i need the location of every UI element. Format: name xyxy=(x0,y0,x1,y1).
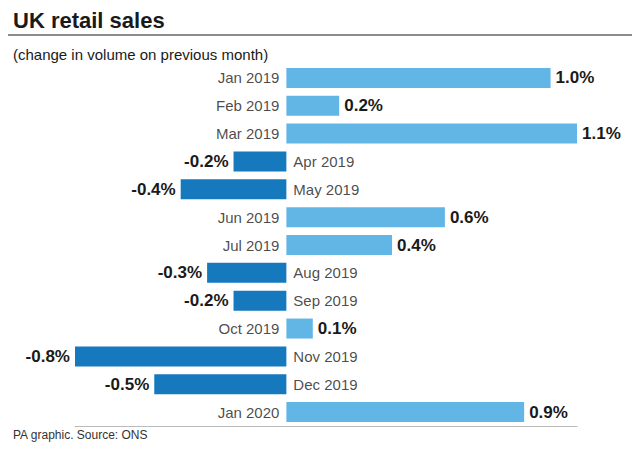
svg-text:0.6%: 0.6% xyxy=(450,208,489,227)
svg-text:0.4%: 0.4% xyxy=(397,236,436,255)
svg-text:-0.4%: -0.4% xyxy=(131,180,175,199)
svg-text:PA graphic. Source: ONS: PA graphic. Source: ONS xyxy=(13,428,148,442)
svg-text:Jan 2020: Jan 2020 xyxy=(218,404,280,421)
svg-text:Feb 2019: Feb 2019 xyxy=(216,97,279,114)
svg-text:1.0%: 1.0% xyxy=(556,68,595,87)
svg-text:UK retail sales: UK retail sales xyxy=(13,8,165,33)
svg-text:1.1%: 1.1% xyxy=(582,124,621,143)
svg-text:Jun 2019: Jun 2019 xyxy=(218,209,280,226)
svg-text:0.9%: 0.9% xyxy=(529,403,568,422)
svg-text:Jan 2019: Jan 2019 xyxy=(218,69,280,86)
svg-text:(change in volume on previous: (change in volume on previous month) xyxy=(13,46,268,63)
svg-text:Sep 2019: Sep 2019 xyxy=(293,292,357,309)
svg-text:Apr 2019: Apr 2019 xyxy=(293,153,354,170)
svg-text:Jul 2019: Jul 2019 xyxy=(223,237,280,254)
svg-text:Oct 2019: Oct 2019 xyxy=(218,320,279,337)
svg-text:May 2019: May 2019 xyxy=(293,181,359,198)
svg-text:-0.2%: -0.2% xyxy=(184,291,228,310)
svg-text:Mar 2019: Mar 2019 xyxy=(216,125,279,142)
svg-text:-0.2%: -0.2% xyxy=(184,152,228,171)
svg-text:-0.3%: -0.3% xyxy=(158,263,202,282)
svg-text:0.2%: 0.2% xyxy=(344,96,383,115)
svg-text:Aug 2019: Aug 2019 xyxy=(293,264,357,281)
svg-text:0.1%: 0.1% xyxy=(318,319,357,338)
svg-text:Nov 2019: Nov 2019 xyxy=(293,348,357,365)
svg-text:-0.5%: -0.5% xyxy=(105,375,149,394)
svg-text:-0.8%: -0.8% xyxy=(26,347,70,366)
svg-text:Dec 2019: Dec 2019 xyxy=(293,376,357,393)
